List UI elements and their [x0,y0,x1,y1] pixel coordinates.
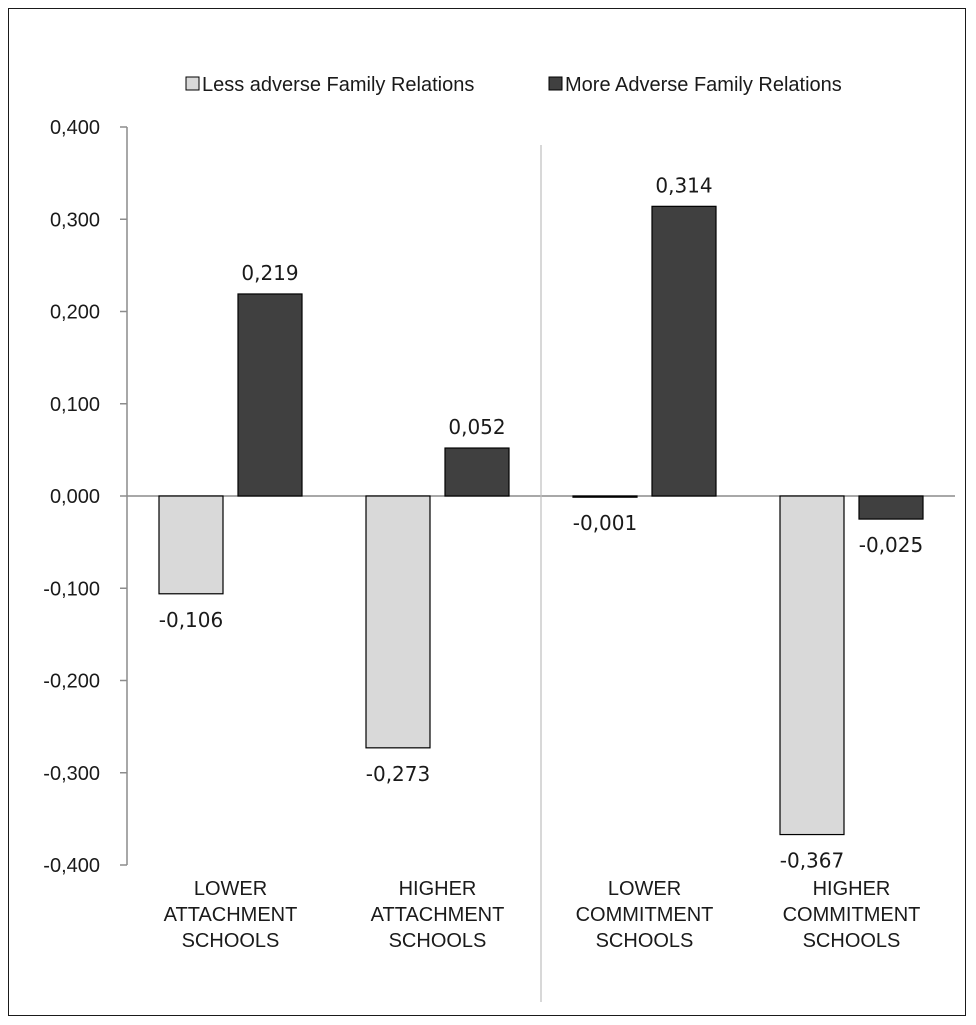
category-label: ATTACHMENT [371,904,505,926]
bar-more-adverse [444,447,510,497]
data-label: 0,052 [448,415,505,439]
category-label: COMMITMENT [576,904,714,926]
data-label: -0,367 [780,849,844,873]
category-label: SCHOOLS [389,930,487,952]
legend-label-more-adverse: More Adverse Family Relations [565,74,842,96]
legend: Less adverse Family Relations More Advers… [185,74,842,96]
y-tick-label: -0,100 [43,578,100,600]
data-label: 0,219 [241,261,298,285]
y-tick-label: 0,200 [50,302,100,324]
category-labels: LOWER ATTACHMENT SCHOOLS HIGHER ATTACHMENT SC… [164,878,921,952]
y-tick-label: 0,100 [50,394,100,416]
y-tick-label: 0,400 [50,117,100,139]
data-label: 0,314 [655,173,712,197]
data-label: -0,001 [573,511,637,535]
bar-less-adverse [572,495,638,498]
bar-more-adverse [651,205,717,497]
y-tick-label: -0,200 [43,671,100,693]
category-label: LOWER [194,878,267,900]
category-label: ATTACHMENT [164,904,298,926]
bar-less-adverse [365,495,431,749]
y-tick-label: 0,000 [50,486,100,508]
data-label: -0,106 [159,608,223,632]
category-label: HIGHER [399,878,477,900]
y-tick-label: -0,400 [43,855,100,877]
category-label: SCHOOLS [596,930,694,952]
y-tick-label: -0,300 [43,763,100,785]
category-label: HIGHER [813,878,891,900]
y-tick-label: 0,300 [50,209,100,231]
data-label: -0,025 [859,533,923,557]
category-label: COMMITMENT [783,904,921,926]
bar-more-adverse [237,293,303,497]
legend-swatch-less-adverse [185,76,200,91]
bar-less-adverse [158,495,224,595]
legend-swatch-more-adverse [548,76,563,91]
category-label: SCHOOLS [182,930,280,952]
bars [158,205,924,836]
value-labels: -0,106 0,219 -0,273 0,052 -0,001 0,314 -0,367 -… [159,173,923,872]
category-label: SCHOOLS [803,930,901,952]
data-label: -0,273 [366,762,430,786]
legend-label-less-adverse: Less adverse Family Relations [202,74,474,96]
bar-less-adverse [779,495,845,836]
category-label: LOWER [608,878,681,900]
bar-more-adverse [858,495,924,520]
